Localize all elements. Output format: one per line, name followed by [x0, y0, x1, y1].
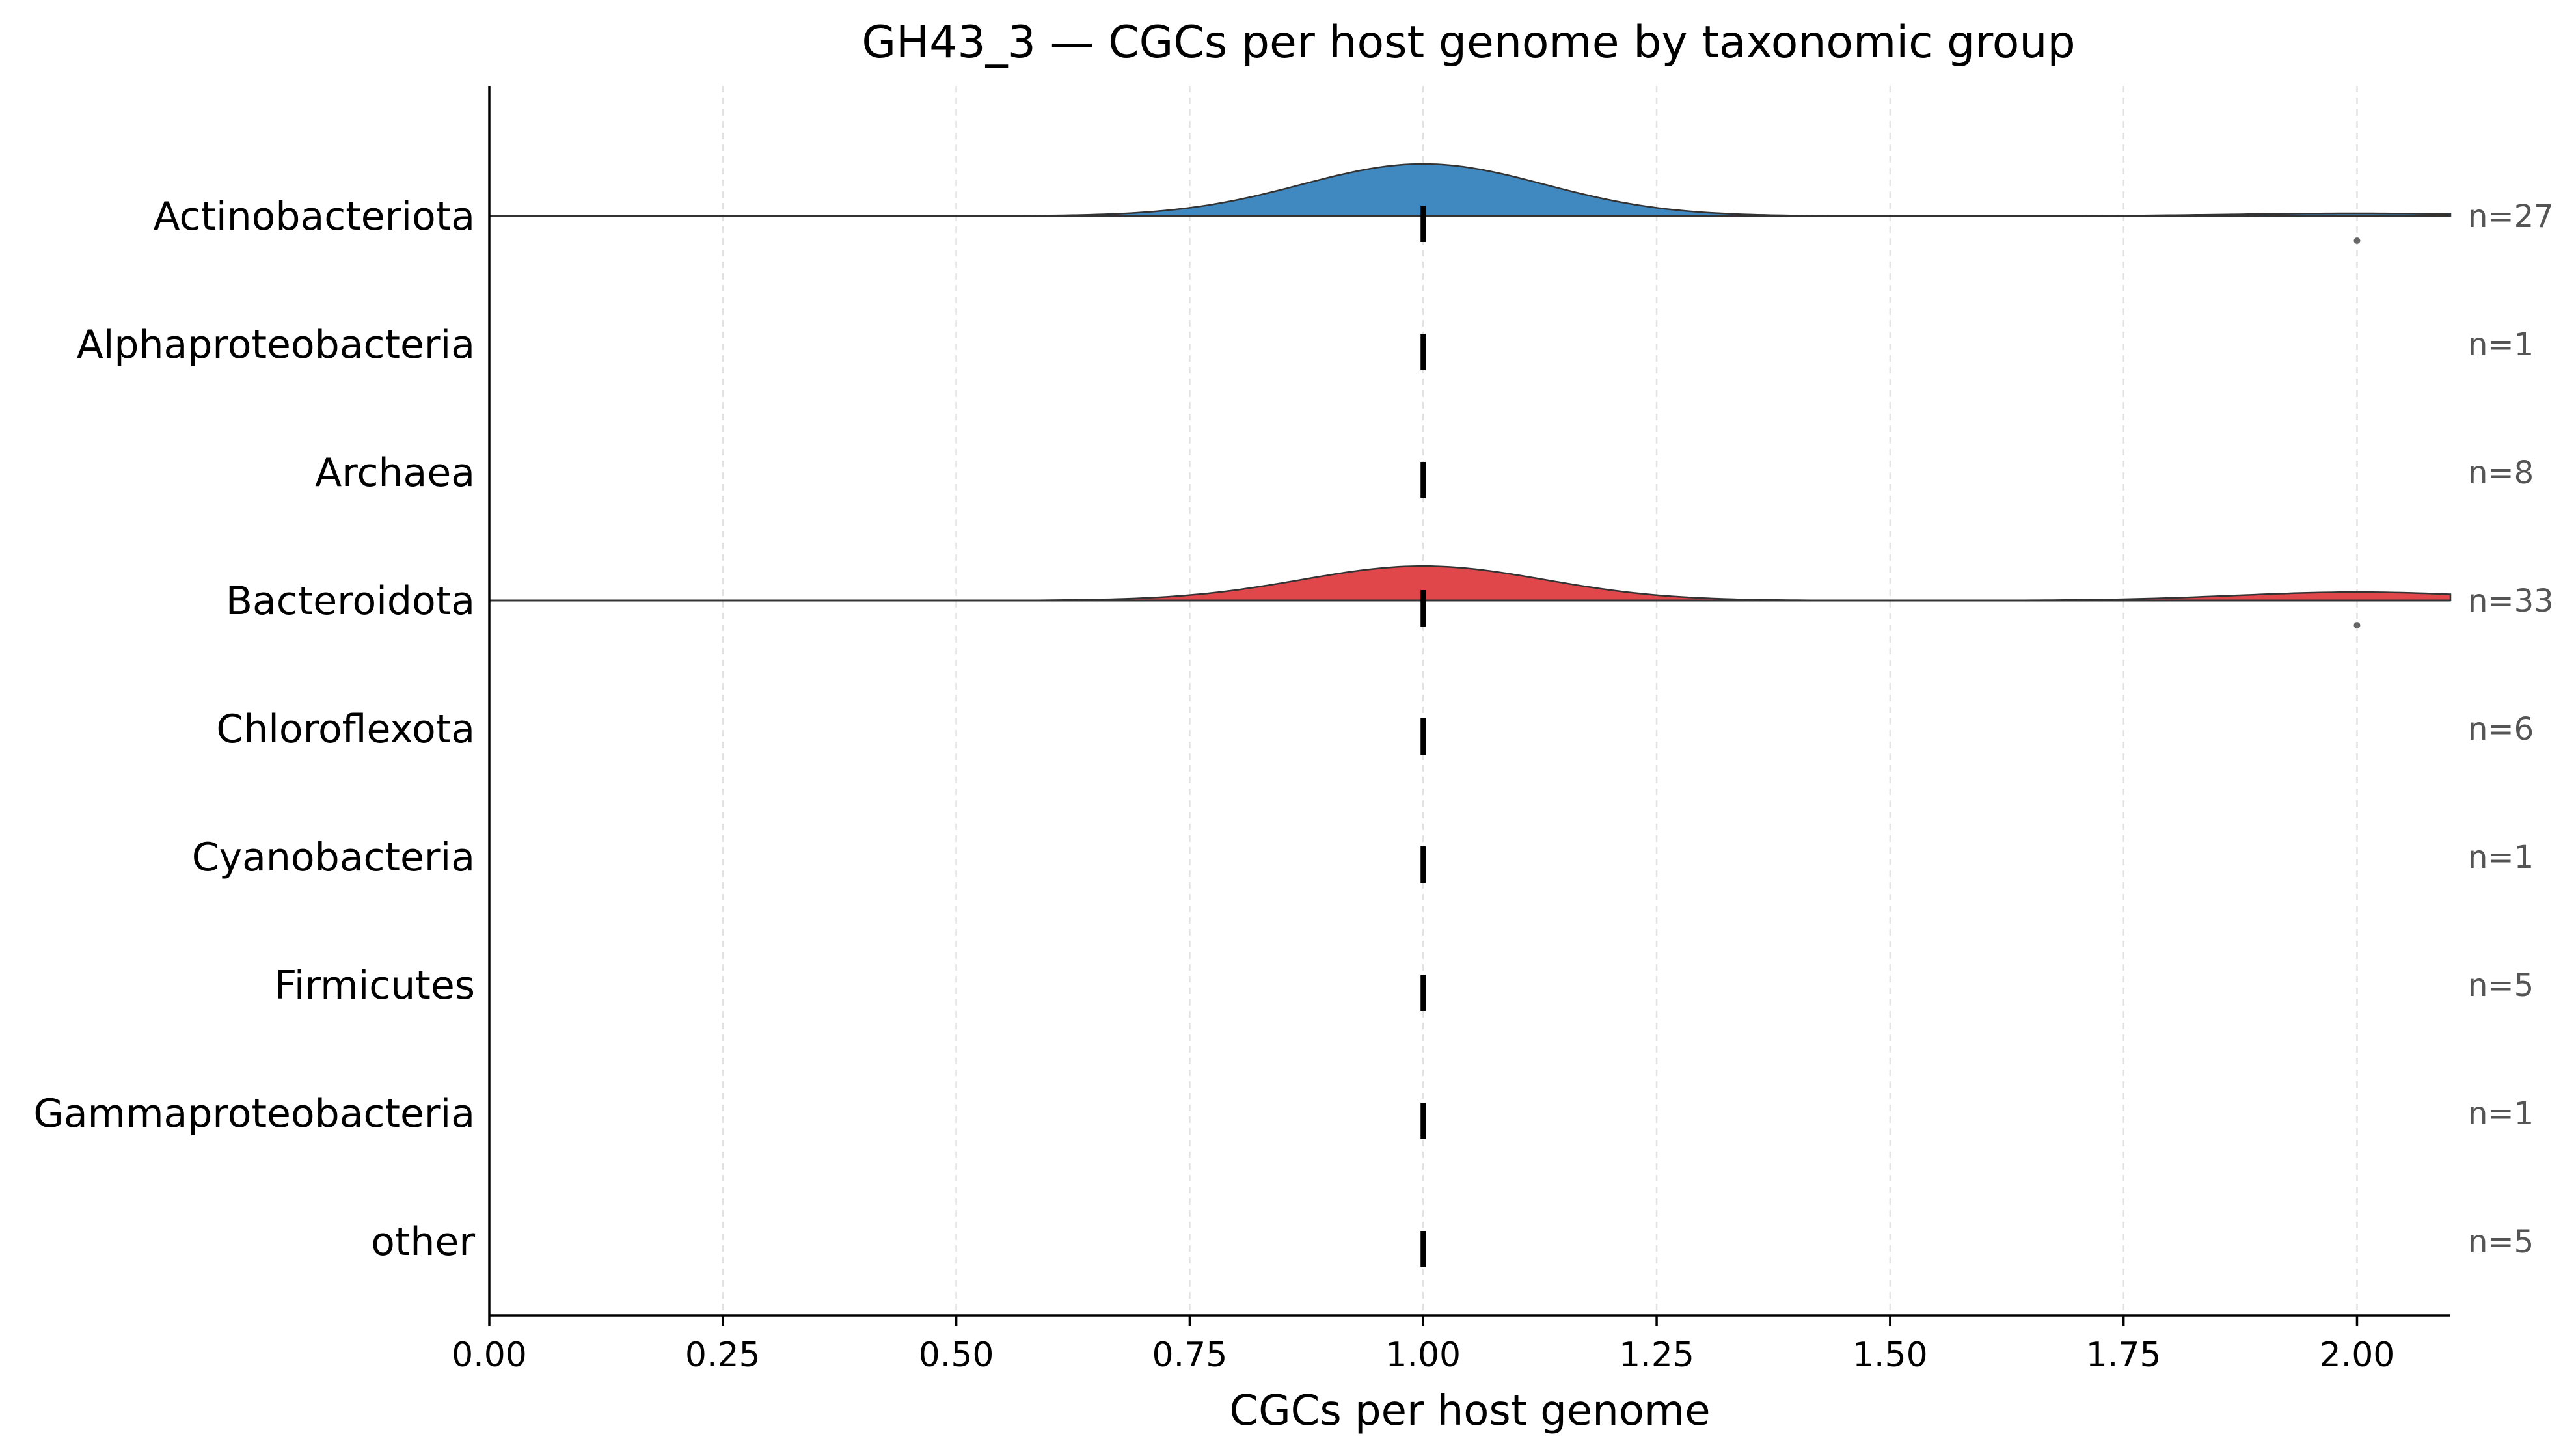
x-tick-label-7: 1.75: [2086, 1336, 2162, 1375]
x-axis-ticks: 0.00 0.25 0.50 0.75 1.00 1.25 1.50 1.75 2.00: [452, 1315, 2394, 1375]
chart-title: GH43_3 — CGCs per host genome by taxonom…: [861, 17, 2075, 68]
x-tick-label-0: 0.00: [452, 1336, 527, 1375]
count-label-archaea: n=8: [2468, 455, 2534, 491]
count-label-gammaproteobacteria: n=1: [2468, 1096, 2534, 1132]
count-label-chloroflexota: n=6: [2468, 711, 2534, 748]
count-label-firmicutes: n=5: [2468, 967, 2534, 1004]
group-label-archaea: Archaea: [315, 450, 475, 496]
x-tick-label-1: 0.25: [685, 1336, 761, 1375]
group-label-chloroflexota: Chloroflexota: [216, 707, 475, 752]
count-labels: n=27 n=1 n=8 n=33 n=6 n=1 n=5 n=1 n=5: [2468, 198, 2554, 1260]
group-label-firmicutes: Firmicutes: [275, 963, 475, 1008]
outlier-points: [2353, 237, 2361, 628]
count-label-bacteroidota: n=33: [2468, 583, 2554, 619]
group-labels: Actinobacteriota Alphaproteobacteria Archa…: [33, 194, 475, 1265]
ridges: [489, 163, 2452, 602]
x-tick-label-3: 0.75: [1152, 1336, 1228, 1375]
group-label-alphaproteobacteria: Alphaproteobacteria: [77, 322, 475, 368]
outlier-point-bacteroidota-0: [2353, 622, 2361, 628]
count-label-cyanobacteria: n=1: [2468, 839, 2534, 876]
group-label-other: other: [371, 1219, 475, 1265]
count-label-actinobacteriota: n=27: [2468, 198, 2554, 235]
x-tick-label-5: 1.25: [1619, 1336, 1694, 1375]
grid-lines: [722, 86, 2358, 1315]
ridge-bacteroidota: [489, 565, 2452, 602]
x-tick-label-2: 0.50: [919, 1336, 994, 1375]
outlier-point-actinobacteriota-0: [2353, 237, 2361, 244]
group-label-bacteroidota: Bacteroidota: [226, 578, 475, 624]
count-label-other: n=5: [2468, 1224, 2534, 1260]
count-label-alphaproteobacteria: n=1: [2468, 327, 2534, 363]
group-label-actinobacteriota: Actinobacteriota: [153, 194, 475, 239]
ridge-actinobacteriota: [489, 163, 2452, 217]
x-tick-label-8: 2.00: [2320, 1336, 2395, 1375]
x-axis-label: CGCs per host genome: [1229, 1387, 1710, 1435]
x-tick-label-4: 1.00: [1385, 1336, 1461, 1375]
x-tick-label-6: 1.50: [1852, 1336, 1928, 1375]
group-label-gammaproteobacteria: Gammaproteobacteria: [33, 1091, 475, 1137]
group-label-cyanobacteria: Cyanobacteria: [192, 835, 475, 880]
